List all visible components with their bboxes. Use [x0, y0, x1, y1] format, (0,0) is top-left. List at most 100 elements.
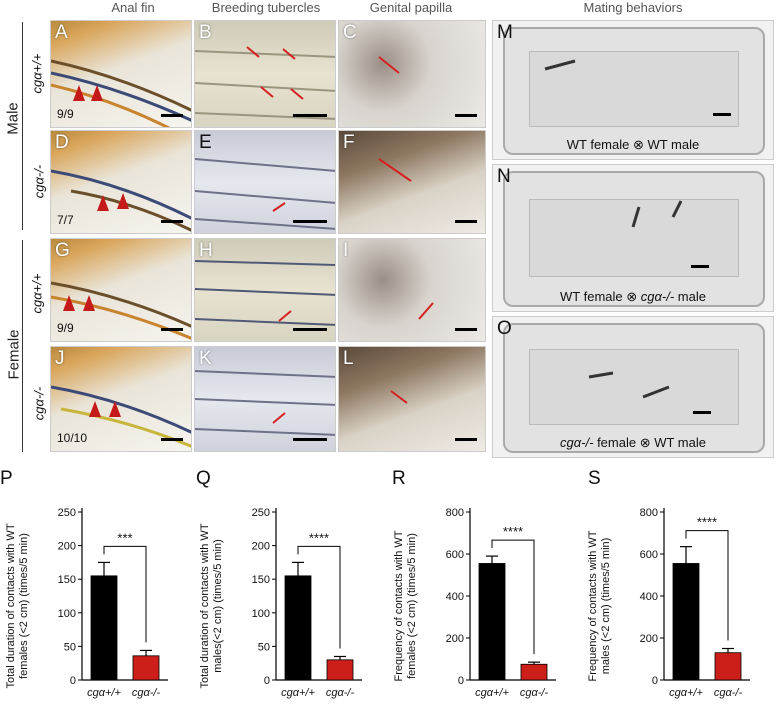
y-tick-label: 150: [58, 574, 76, 586]
y-axis-label: Frequency of contacts with WTfemales (<2…: [393, 530, 418, 681]
chart-r-svg: Frequency of contacts with WTfemales (<2…: [393, 507, 556, 699]
y-tick-label: 600: [640, 549, 658, 561]
panel-letter: A: [55, 22, 68, 43]
y-tick-label: 800: [446, 507, 464, 519]
tank-caption: WT female ⊗ WT male: [566, 137, 700, 152]
panel-d-anal-fin: D 7/7: [50, 130, 192, 234]
x-tick-label: cgα-/-: [326, 687, 355, 699]
arrowhead-marker: [91, 85, 103, 101]
panel-letter: I: [343, 240, 349, 261]
panel-b-breeding-tubercles: B: [194, 20, 336, 128]
bar: [714, 652, 742, 681]
arrowhead-marker: [73, 85, 85, 101]
panel-k-breeding-tubercles: K: [194, 346, 336, 452]
chart-q: Q Total duration of contacts with WTmale…: [194, 468, 388, 706]
genotype-label: cgα-/-: [31, 386, 47, 421]
x-tick-label: cgα+/+: [475, 687, 509, 699]
panel-e-breeding-tubercles: E: [194, 130, 336, 234]
y-tick-label: 150: [252, 574, 270, 586]
genotype-label: cgα+/+: [29, 273, 45, 314]
y-tick-label: 50: [258, 641, 270, 653]
y-tick-label: 800: [640, 507, 658, 519]
col-header-breeding-tubercles: Breeding tubercles: [211, 0, 321, 15]
scale-bar: [693, 411, 711, 414]
panel-h-breeding-tubercles: H: [194, 238, 336, 342]
panel-m-mating-tank: M WT female ⊗ WT male: [492, 20, 774, 160]
col-header-genital-papilla: Genital papilla: [369, 0, 453, 15]
panel-o-mating-tank: O cgα-/- female ⊗ WT male: [492, 316, 774, 458]
bar: [132, 655, 160, 681]
significance-label: ****: [309, 530, 329, 545]
y-axis-label-line: Total duration of contacts with WT: [5, 523, 17, 688]
scale-bar: [161, 328, 183, 331]
row-group-male: Male: [4, 102, 22, 135]
scale-bar: [713, 113, 731, 116]
bar: [672, 563, 700, 681]
bar: [90, 575, 118, 681]
panel-letter: M: [497, 22, 513, 43]
significance-label: ***: [117, 530, 132, 545]
y-axis-label-line: males (<2 cm) (times/5 min): [600, 538, 612, 675]
arrowhead-marker: [117, 193, 129, 209]
x-tick-label: cgα-/-: [132, 687, 161, 699]
col-header-mating-behaviors: Mating behaviors: [583, 0, 683, 15]
tank-caption: WT female ⊗ cgα-/- male: [560, 289, 706, 304]
panel-letter: L: [343, 348, 354, 369]
chart-letter: S: [588, 468, 601, 489]
fish-shape: [631, 206, 641, 228]
panel-a-anal-fin: A 9/9: [50, 20, 192, 128]
y-tick-label: 50: [64, 641, 76, 653]
scale-bar: [691, 265, 709, 268]
y-axis-label: Frequency of contacts with WTmales (<2 c…: [587, 530, 612, 681]
fish-shape: [588, 371, 614, 379]
chart-letter: R: [392, 468, 406, 489]
x-tick-label: cgα-/-: [520, 687, 549, 699]
scale-bar: [293, 328, 327, 331]
significance-bracket: [297, 545, 341, 649]
scale-bar: [161, 220, 183, 223]
panel-letter: C: [343, 22, 357, 43]
scale-bar: [455, 328, 477, 331]
sample-count: 9/9: [57, 107, 74, 121]
bar: [478, 563, 506, 681]
significance-label: ****: [503, 524, 523, 539]
panel-l-genital-papilla: L: [338, 346, 486, 452]
row-group-female: Female: [5, 329, 23, 380]
panel-letter: E: [199, 132, 212, 153]
significance-bracket: [491, 539, 535, 655]
y-axis-label: Total duration of contacts with WTmales(…: [199, 523, 224, 688]
fish-shape: [671, 200, 683, 218]
y-tick-label: 0: [264, 675, 270, 687]
arrowhead-marker: [97, 195, 109, 211]
x-tick-label: cgα+/+: [281, 687, 315, 699]
chart-p-svg: Total duration of contacts with WTfemale…: [5, 507, 168, 699]
y-tick-label: 200: [446, 633, 464, 645]
y-tick-label: 0: [652, 675, 658, 687]
y-tick-label: 600: [446, 549, 464, 561]
arrowhead-marker: [63, 295, 75, 311]
tank-caption: cgα-/- female ⊗ WT male: [560, 435, 706, 450]
chart-letter: P: [0, 468, 13, 489]
y-tick-label: 250: [58, 507, 76, 519]
chart-q-svg: Total duration of contacts with WTmales(…: [199, 507, 362, 699]
significance-bracket: [103, 545, 147, 643]
panel-letter: O: [497, 318, 512, 339]
scale-bar: [455, 114, 477, 117]
scale-bar: [293, 114, 327, 117]
panel-letter: G: [55, 240, 70, 261]
chart-s: S Frequency of contacts with WTmales (<2…: [582, 468, 776, 706]
scale-bar: [161, 114, 183, 117]
y-tick-label: 400: [640, 591, 658, 603]
y-tick-label: 200: [252, 541, 270, 553]
panel-i-genital-papilla: I: [338, 238, 486, 342]
scale-bar: [293, 220, 327, 223]
scale-bar: [161, 438, 183, 441]
genotype-label: cgα-/-: [31, 164, 47, 199]
y-axis-label-line: females (<2 cm) (times/5 min): [18, 533, 30, 679]
panel-letter: F: [343, 132, 355, 153]
panel-g-anal-fin: G 9/9: [50, 238, 192, 342]
chart-r: R Frequency of contacts with WTfemales (…: [388, 468, 582, 706]
x-tick-label: cgα+/+: [669, 687, 703, 699]
panel-letter: H: [199, 240, 213, 261]
sample-count: 9/9: [57, 321, 74, 335]
